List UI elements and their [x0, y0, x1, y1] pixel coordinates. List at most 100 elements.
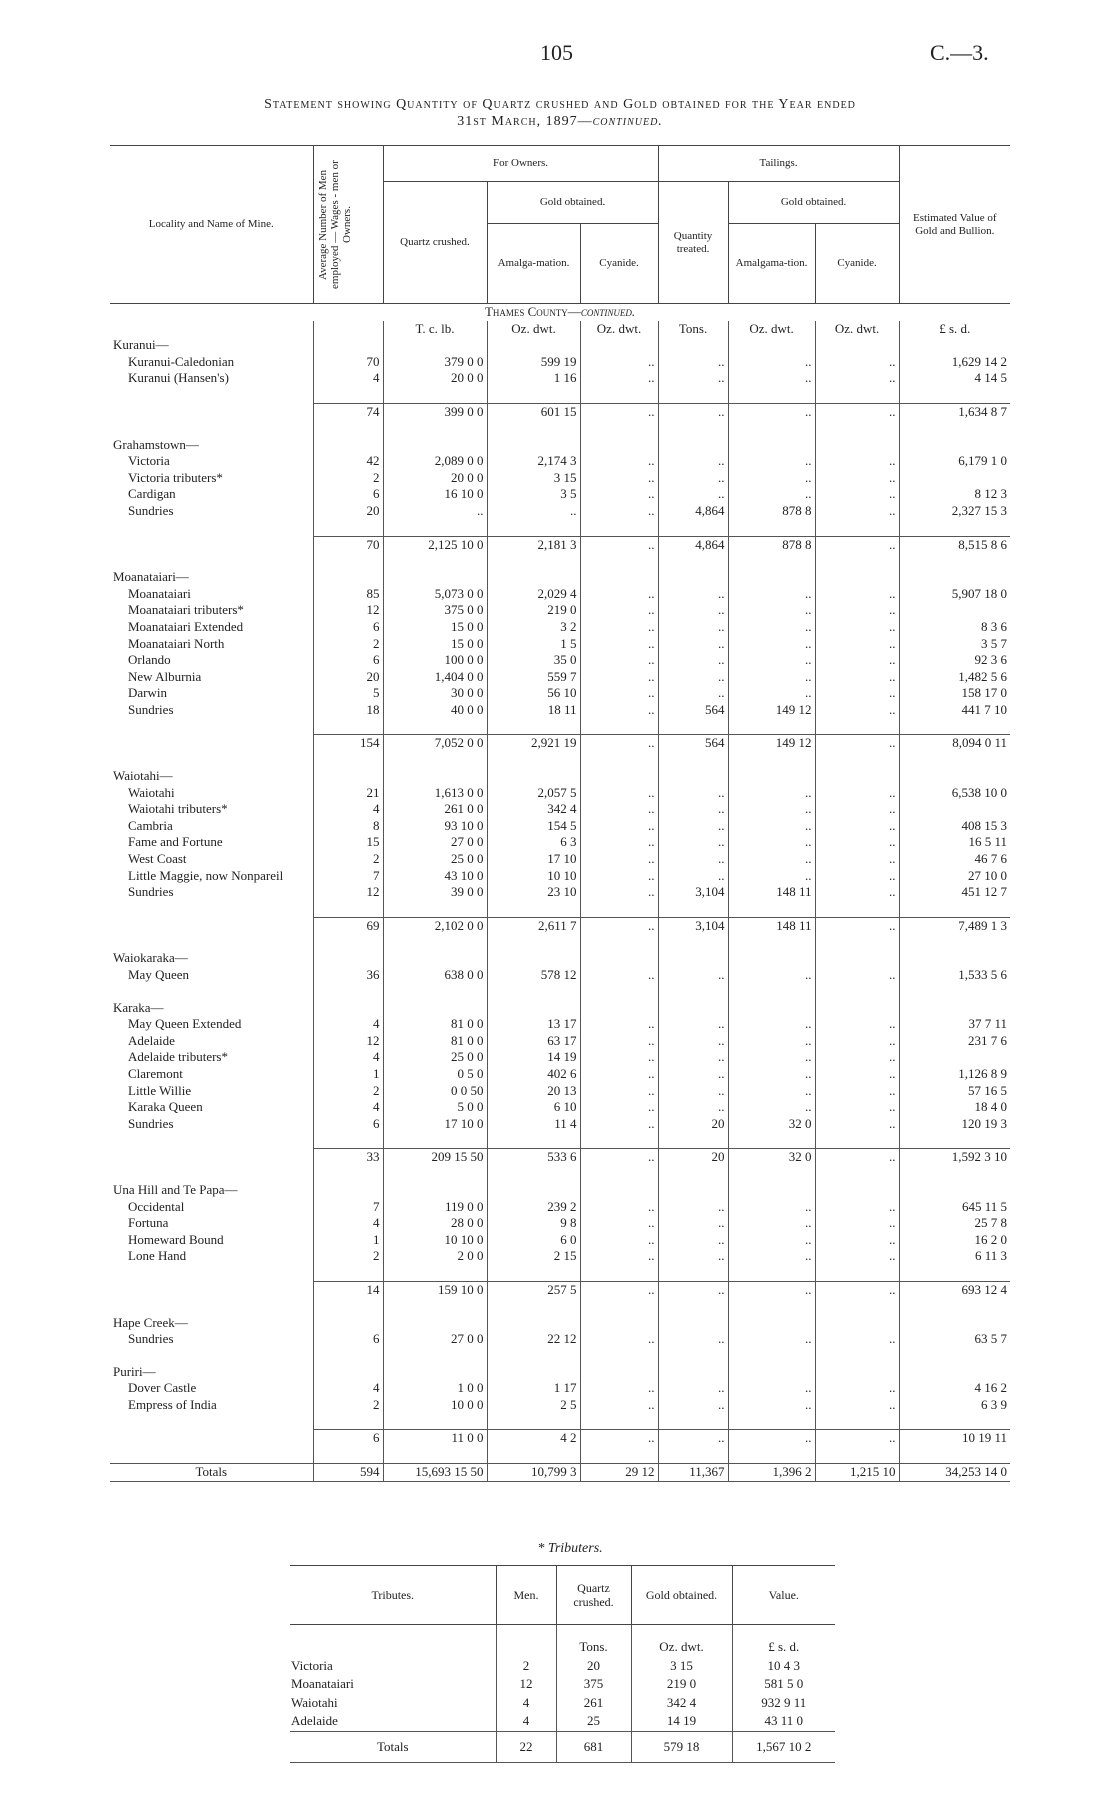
- cell: ..: [727, 817, 816, 835]
- mine-name: Little Willie: [128, 1082, 192, 1098]
- cell: [657, 519, 729, 537]
- table-row: [110, 1132, 1011, 1149]
- cell: [727, 983, 816, 1000]
- document-code: C.—3.: [930, 40, 989, 65]
- cell: [312, 569, 383, 586]
- cell: 20: [312, 668, 383, 686]
- cell: 4: [495, 1693, 556, 1713]
- mine-name: Moanataiari tributers*: [128, 602, 244, 618]
- cell: [486, 569, 580, 586]
- cell: [814, 1132, 900, 1149]
- cell: [110, 735, 313, 752]
- cell: 4 16 2: [898, 1380, 1011, 1397]
- total-cell: Totals: [290, 1730, 496, 1763]
- cell: [898, 519, 1011, 537]
- cell: ..: [657, 668, 729, 686]
- cell: 42: [312, 453, 383, 470]
- cell: ..: [657, 1198, 729, 1216]
- subtotal-cell: 257 5: [486, 1280, 580, 1299]
- cell: [382, 553, 487, 570]
- table-row: Claremont 1 0 5 0 402 6........ 1,126 8 9: [110, 1065, 1011, 1083]
- cell: [579, 553, 659, 570]
- cell: ..: [814, 784, 900, 802]
- cell: 39 0 0: [382, 884, 487, 901]
- tribute-name: Waiotahi: [291, 1694, 338, 1710]
- cell: [382, 420, 487, 437]
- cell: ..: [657, 834, 729, 852]
- cell: [486, 999, 580, 1017]
- subtotal-cell: 209 15 50: [382, 1148, 487, 1166]
- header-cell: Quantity treated.: [657, 181, 729, 304]
- subtotal-cell: 7,489 1 3: [898, 916, 1011, 935]
- cell: 1: [312, 1065, 383, 1083]
- cell: [382, 386, 487, 404]
- mine-name: May Queen: [128, 967, 190, 982]
- mine-name: Fortuna: [128, 1215, 169, 1231]
- cell: ..: [579, 602, 659, 619]
- cell: [110, 387, 313, 404]
- table-row: Puriri—: [110, 1363, 1011, 1381]
- cell: ..: [727, 1082, 816, 1100]
- cell: ..: [727, 851, 816, 868]
- cell: [814, 386, 900, 404]
- cell: [898, 1298, 1011, 1315]
- cell: 3 5: [486, 486, 580, 503]
- cell: 4: [312, 1016, 383, 1033]
- table-row: Waiotahi 4 261 342 4 932 9 11: [290, 1693, 835, 1713]
- cell: [657, 1165, 729, 1182]
- cell: 4: [312, 370, 383, 387]
- cell: [579, 950, 659, 967]
- cell: 6 3: [486, 834, 580, 852]
- cell: [814, 983, 900, 1000]
- page-number: 105: [540, 40, 573, 65]
- table-body: Tons. Oz. dwt. £ s. d. Victoria 2 20 3 15 10 4 …: [290, 1624, 835, 1763]
- cell: [814, 1298, 900, 1315]
- table-row: [110, 386, 1011, 404]
- cell: [110, 1413, 313, 1430]
- cell: ..: [814, 685, 900, 702]
- tribute-name: Victoria: [291, 1657, 333, 1673]
- table-row: West Coast 2 25 0 0 17 10........ 46 7 6: [110, 851, 1011, 868]
- table-row: [110, 1165, 1011, 1182]
- table-row: Thames County—continued.: [110, 304, 1010, 321]
- cell: 2,057 5: [486, 784, 580, 802]
- cell: [727, 1447, 816, 1464]
- cell: [110, 1281, 313, 1298]
- cell: ..: [657, 469, 729, 487]
- cell: ..: [814, 486, 900, 503]
- cell: 70: [312, 353, 383, 371]
- cell: 1,126 8 9: [898, 1065, 1011, 1083]
- cell: ..: [579, 1215, 659, 1232]
- cell: 4: [312, 1215, 383, 1232]
- subtotal-cell: 2,611 7: [486, 916, 580, 935]
- cell: 2: [312, 469, 383, 487]
- subtotal-cell: 159 10 0: [382, 1280, 487, 1299]
- cell: 27 10 0: [898, 867, 1011, 885]
- cell: ..: [727, 1215, 816, 1232]
- table-row: Sundries 6 17 10 0 11 4.. 20 32 0.. 120 19 3: [110, 1115, 1011, 1133]
- cell: [727, 1264, 816, 1282]
- cell: [657, 1264, 729, 1282]
- table-row: 33 209 15 50 533 6.. 20 32 0.. 1,592 3 10: [110, 1148, 1011, 1166]
- cell: ..: [579, 1396, 659, 1414]
- cell: ..: [579, 453, 659, 470]
- cell: 375 0 0: [382, 602, 487, 619]
- cell: ..: [657, 1331, 729, 1348]
- table-row: Occidental 7 119 0 0 239 2........ 645 11 5: [110, 1198, 1011, 1216]
- mine-name: Lone Hand: [128, 1248, 187, 1264]
- cell: [657, 1413, 729, 1430]
- cell: [898, 1049, 1011, 1066]
- cell: [814, 1314, 900, 1332]
- cell: ..: [814, 967, 900, 984]
- cell: [898, 1132, 1011, 1149]
- mine-name: Moanataiari: [128, 585, 191, 601]
- cell: [898, 420, 1011, 437]
- subtotal-cell: ..: [579, 734, 659, 753]
- cell: [290, 1625, 496, 1657]
- cell: [727, 337, 816, 354]
- cell: [898, 569, 1011, 586]
- tribute-name: Adelaide: [291, 1713, 338, 1729]
- cell: [110, 553, 313, 569]
